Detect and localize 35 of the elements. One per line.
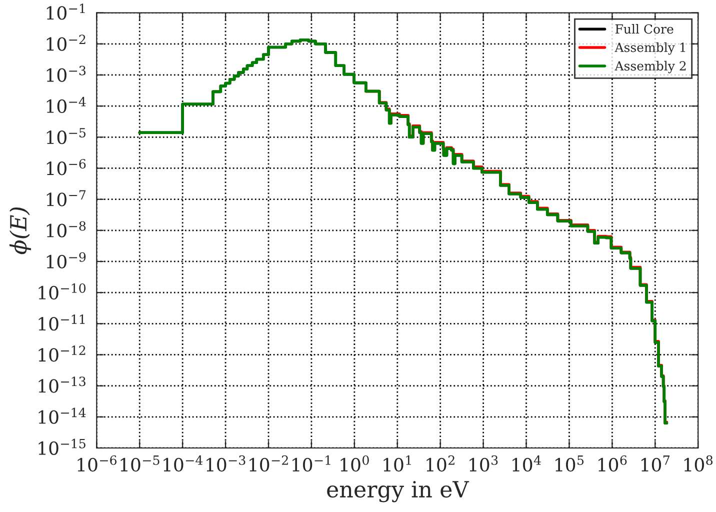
y-tick-label: 10$^{−9}$ [46,252,86,268]
y-tick-label: 10$^{−7}$ [46,190,86,206]
y-tick-label: 10$^{−15}$ [38,438,86,455]
x-tick-label: 10$^{−4}$ [164,455,203,472]
y-tick-label: 10$^{−12}$ [38,346,86,362]
y-tick-label: 10$^{−6}$ [46,159,86,176]
legend-label: Full Core [615,24,674,34]
x-tick-label: 10$^{2}$ [426,455,454,472]
legend-label: Assembly 2 [614,60,686,74]
x-tick-label: 10$^{−1}$ [292,455,330,472]
x-tick-label: 10$^{0}$ [340,455,369,472]
x-tick-label: 10$^{−3}$ [206,455,246,472]
y-tick-label: 10$^{−8}$ [46,221,86,238]
x-tick-label: 10$^{6}$ [598,455,627,472]
y-tick-label: 10$^{−1}$ [46,4,85,20]
y-tick-label: 10$^{−14}$ [38,408,86,424]
x-tick-label: 10$^{3}$ [470,455,498,472]
x-tick-label: 10$^{5}$ [556,456,584,472]
x-tick-label: 10$^{4}$ [512,455,541,472]
y-tick-label: 10$^{−11}$ [38,314,85,331]
y-tick-label: 10$^{−5}$ [46,128,86,144]
x-tick-label: 10$^{−5}$ [120,456,160,472]
y-tick-label: 10$^{−10}$ [38,283,86,300]
x-tick-label: 10$^{−6}$ [78,455,117,472]
y-tick-label: 10$^{−13}$ [38,376,86,393]
y-tick-label: 10$^{−2}$ [46,34,86,51]
x-tick-label: 10$^{1}$ [384,455,411,472]
legend-label: Assembly 1 [614,42,686,55]
y-tick-label: 10$^{−3}$ [46,66,86,82]
y-axis-title: ϕ(E) [10,207,32,254]
x-tick-label: 10$^{7}$ [641,456,670,472]
x-tick-label: 10$^{8}$ [684,455,713,472]
y-tick-label: 10$^{−4}$ [46,96,86,114]
x-tick-label: 10$^{−2}$ [250,455,288,472]
x-axis-title: energy in eV [327,480,470,502]
